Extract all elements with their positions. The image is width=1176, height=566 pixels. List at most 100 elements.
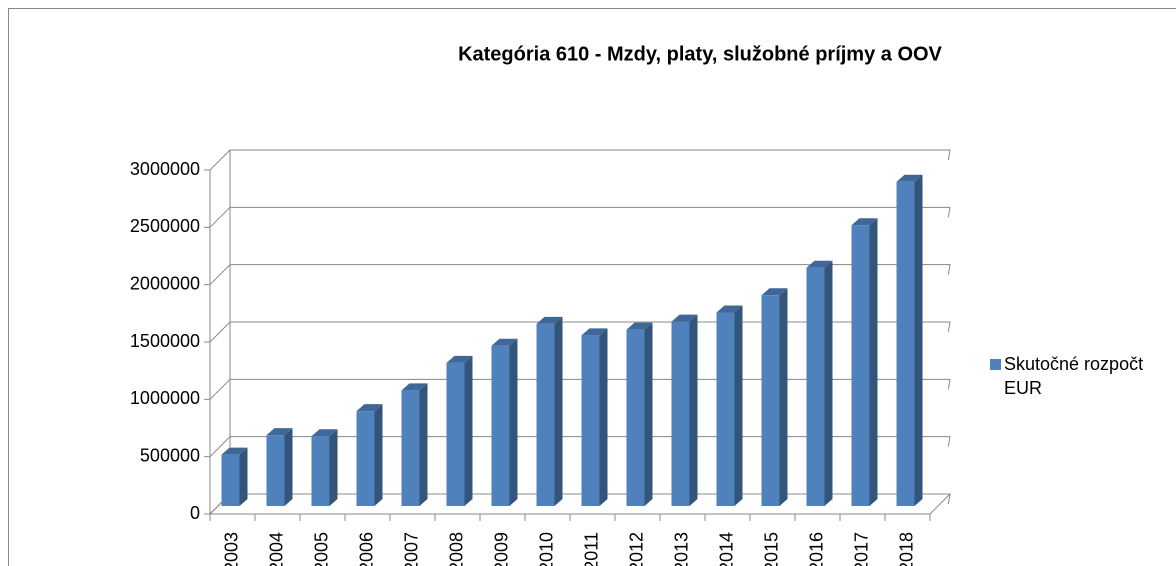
bar-side [644,322,653,506]
bar-front [356,411,375,506]
bar-side [779,288,788,506]
bar [491,338,518,506]
legend-swatch [990,359,1001,370]
bar-side [869,218,878,506]
x-tick-label: 2017 [851,532,871,566]
bar [851,218,878,506]
bar-top [446,355,473,363]
bar [536,316,563,506]
grid-line [209,264,951,286]
bar-side [599,328,608,506]
bar-front [401,390,420,506]
bar [356,404,383,506]
bar [671,314,698,506]
bar-side [374,404,383,506]
bar-side [554,316,563,506]
bar-top [671,314,698,322]
x-tick-label: 2005 [311,532,331,566]
bar-front [581,335,600,506]
bar-side [824,260,833,506]
x-tick-label: 2007 [401,532,421,566]
bar [311,429,338,506]
x-tick-label: 2006 [356,532,376,566]
bar-side [419,383,428,506]
grid-line [209,378,951,400]
x-tick-label: 2011 [581,532,601,566]
bar-top [356,404,383,412]
bar-side [284,428,293,506]
x-tick-label: 2014 [716,532,736,566]
bar-front [491,345,510,506]
bar-top [851,218,878,226]
bar-front [626,329,645,506]
x-tick-label: 2016 [806,532,826,566]
x-tick-label: 2012 [626,532,646,566]
bar-front [446,362,465,506]
bar-top [311,429,338,437]
bar-front [671,321,690,506]
legend-entry: Skutočné rozpočt EUR [990,352,1176,400]
x-tick-label: 2004 [266,532,286,566]
bar [716,305,743,506]
bar [806,260,833,506]
bar-front [311,436,330,506]
bar-side [329,429,338,506]
bar-top [221,447,248,455]
x-tick-label: 2015 [761,532,781,566]
y-tick-label: 2000000 [130,273,200,293]
bar-top [401,383,428,391]
bar-top [716,305,743,313]
grid-line [209,321,951,343]
x-tick-label: 2009 [491,532,511,566]
bar-side [509,338,518,506]
bar-top [491,338,518,346]
chart-border [8,8,1176,566]
bar-side [239,447,248,506]
bar-top [536,316,563,324]
bar [896,174,923,506]
bar-side [689,314,698,506]
bar [221,447,248,506]
bar-top [806,260,833,268]
grid-line [209,206,951,228]
x-tick-label: 2018 [896,532,916,566]
bar-front [896,181,915,506]
bar-top [581,328,608,336]
bar [446,355,473,506]
x-tick-label: 2008 [446,532,466,566]
y-tick-label: 1500000 [130,331,200,351]
legend: Skutočné rozpočt EUR [990,352,1176,400]
bar [626,322,653,506]
y-tick-label: 500000 [140,445,200,465]
bar-front [221,454,240,506]
bar-front [716,312,735,506]
bar-side [914,174,923,506]
bar-front [806,267,825,506]
y-tick-label: 3000000 [130,159,200,179]
bar [401,383,428,506]
x-tick-label: 2010 [536,532,556,566]
legend-label: Skutočné rozpočt EUR [1004,354,1144,398]
bar-top [626,322,653,330]
bar-front [761,295,780,506]
bar-top [896,174,923,182]
y-tick-label: 1000000 [130,388,200,408]
grid-line [209,149,951,171]
y-tick-label: 0 [190,503,200,523]
bar-front [851,225,870,506]
bar [761,288,788,506]
y-tick-label: 2500000 [130,216,200,236]
bar [266,428,293,506]
x-tick-label: 2003 [221,532,241,566]
chart-title: Kategória 610 - Mzdy, platy, služobné pr… [458,43,942,65]
bar-side [734,305,743,506]
bar-top [761,288,788,296]
bar-front [536,323,555,506]
bar-front [266,435,285,506]
bar-top [266,428,293,436]
x-tick-label: 2013 [671,532,691,566]
bar [581,328,608,506]
bar-side [464,355,473,506]
